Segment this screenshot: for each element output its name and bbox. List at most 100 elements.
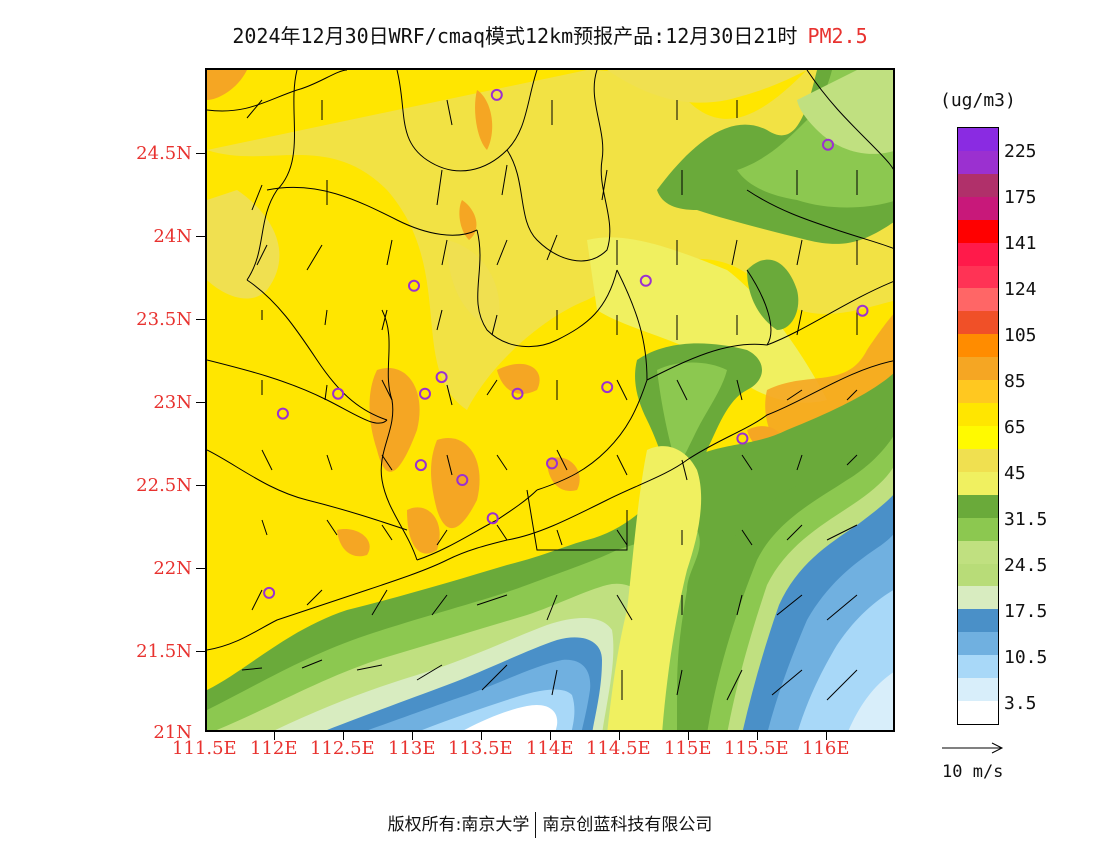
site-marker [435, 371, 448, 384]
legend-color-cell [958, 632, 998, 656]
copyright: 版权所有:南京大学 南京创蓝科技有限公司 [0, 810, 1100, 838]
legend-label: 85 [1004, 371, 1026, 392]
site-marker [736, 432, 749, 445]
site-marker [639, 274, 652, 287]
legend-color-cell [958, 448, 998, 472]
lon-tick [757, 732, 758, 740]
lat-label-24.5: 24.5N [136, 143, 192, 164]
lat-tick [196, 651, 205, 652]
lon-label-115: 115E [664, 738, 712, 759]
site-marker [419, 387, 431, 400]
site-marker [490, 88, 503, 101]
legend-label: 141 [1004, 233, 1037, 254]
lat-label-22: 22N [153, 558, 192, 579]
lat-tick [196, 153, 205, 154]
legend-color-cell [958, 334, 998, 358]
lat-label-21.5: 21.5N [136, 641, 192, 662]
lon-tick [550, 732, 551, 740]
site-marker [546, 457, 558, 470]
copyright-divider [535, 812, 537, 838]
legend-color-cell [958, 655, 998, 679]
lon-tick [343, 732, 344, 740]
legend-color-cell [958, 196, 998, 220]
site-markers [263, 88, 869, 599]
pm25-map [205, 68, 895, 732]
lon-label-115.5: 115.5E [724, 738, 789, 759]
legend-color-cell [958, 678, 998, 702]
legend-label: 65 [1004, 417, 1026, 438]
lon-tick [826, 732, 827, 740]
lat-tick [196, 319, 205, 320]
site-marker [511, 387, 524, 400]
legend-color-cell [958, 540, 998, 564]
lat-tick [196, 485, 205, 486]
site-marker [486, 512, 499, 525]
legend-label: 10.5 [1004, 647, 1048, 668]
site-marker [414, 459, 427, 472]
lon-label-114.5: 114.5E [586, 738, 651, 759]
site-marker [276, 407, 289, 420]
legend-label: 17.5 [1004, 601, 1048, 622]
lon-tick [619, 732, 620, 740]
legend-label: 175 [1004, 187, 1037, 208]
legend-color-cell [958, 128, 998, 151]
legend-label: 225 [1004, 141, 1037, 162]
legend-color-cell [958, 586, 998, 610]
legend-color-cell [958, 563, 998, 587]
lon-label-113.5: 113.5E [448, 738, 513, 759]
legend-color-cell [958, 173, 998, 197]
title-pollutant: PM2.5 [807, 24, 868, 48]
lat-tick [196, 568, 205, 569]
lat-label-23: 23N [153, 392, 192, 413]
legend-color-cell [958, 288, 998, 312]
lat-label-22.5: 22.5N [136, 475, 192, 496]
lon-label-113: 113E [388, 738, 436, 759]
lat-tick [196, 402, 205, 403]
legend-color-cell [958, 150, 998, 174]
legend-color-cell [958, 265, 998, 289]
lon-label-114: 114E [526, 738, 574, 759]
legend-color-cell [958, 380, 998, 404]
legend-color-cell [958, 609, 998, 633]
legend-color-cell [958, 425, 998, 449]
lon-tick [688, 732, 689, 740]
legend-color-cell [958, 701, 998, 724]
title-main: 2024年12月30日WRF/cmaq模式12km预报产品:12月30日21时 [232, 24, 798, 48]
legend-color-cell [958, 357, 998, 381]
pm25-field [207, 70, 893, 730]
lon-label-112: 112E [250, 738, 298, 759]
site-marker [263, 586, 276, 599]
lon-label-116: 116E [802, 738, 850, 759]
legend-label: 31.5 [1004, 509, 1048, 530]
site-marker [856, 304, 869, 317]
legend-label: 24.5 [1004, 555, 1048, 576]
site-marker [332, 387, 345, 400]
legend-label: 3.5 [1004, 693, 1037, 714]
site-marker [408, 279, 420, 292]
wind-reference-label: 10 m/s [942, 762, 1004, 782]
lon-tick [274, 732, 275, 740]
legend-label: 45 [1004, 463, 1026, 484]
site-marker [456, 474, 469, 486]
site-marker [822, 138, 834, 151]
map-title: 2024年12月30日WRF/cmaq模式12km预报产品:12月30日21时 P… [0, 20, 1100, 49]
copyright-right: 南京创蓝科技有限公司 [542, 815, 713, 835]
legend-color-cell [958, 219, 998, 243]
legend-color-cell [958, 471, 998, 495]
lat-label-24: 24N [153, 226, 192, 247]
legend-color-cell [958, 242, 998, 266]
lon-tick [481, 732, 482, 740]
lon-tick [412, 732, 413, 740]
legend-colorbar [957, 127, 999, 725]
legend-color-cell [958, 517, 998, 541]
lon-label-112.5: 112.5E [310, 738, 375, 759]
lat-label-23.5: 23.5N [136, 309, 192, 330]
legend-color-cell [958, 494, 998, 518]
legend-color-cell [958, 311, 998, 335]
legend-label: 105 [1004, 325, 1037, 346]
lat-tick [196, 236, 205, 237]
legend-label: 124 [1004, 279, 1037, 300]
legend-color-cell [958, 403, 998, 426]
copyright-left: 版权所有:南京大学 [387, 815, 530, 835]
wind-reference-arrow [942, 742, 1004, 754]
